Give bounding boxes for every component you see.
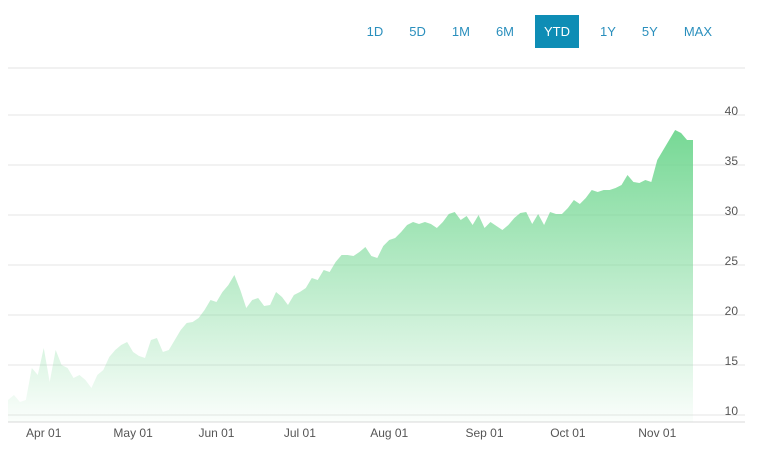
range-button[interactable]: 5Y	[641, 24, 658, 39]
range-button[interactable]: MAX	[683, 24, 712, 39]
y-tick-label: 35	[725, 154, 739, 168]
range-button[interactable]: 6M	[495, 24, 515, 39]
y-tick-label: 40	[725, 104, 739, 118]
y-tick-label: 15	[725, 354, 739, 368]
range-button[interactable]: 1M	[451, 24, 470, 39]
x-tick-label: Apr 01	[26, 426, 62, 440]
x-tick-label: Jul 01	[284, 426, 316, 440]
x-tick-label: May 01	[113, 426, 153, 440]
x-tick-label: Aug 01	[370, 426, 408, 440]
range-selector: 1D 5D 1M 6M YTD 1Y 5Y MAX	[354, 15, 725, 48]
x-tick-label: Nov 01	[638, 426, 676, 440]
y-tick-label: 10	[725, 404, 739, 418]
range-button[interactable]: YTD	[535, 15, 580, 48]
range-button[interactable]: 1Y	[600, 24, 616, 39]
y-tick-label: 20	[725, 304, 739, 318]
area	[8, 130, 693, 422]
y-tick-label: 30	[725, 204, 739, 218]
range-button[interactable]: 5D	[409, 24, 426, 39]
range-button[interactable]: 1D	[366, 24, 384, 39]
x-tick-label: Oct 01	[550, 426, 586, 440]
x-tick-label: Sep 01	[465, 426, 503, 440]
x-tick-label: Jun 01	[198, 426, 234, 440]
y-tick-label: 25	[725, 254, 739, 268]
